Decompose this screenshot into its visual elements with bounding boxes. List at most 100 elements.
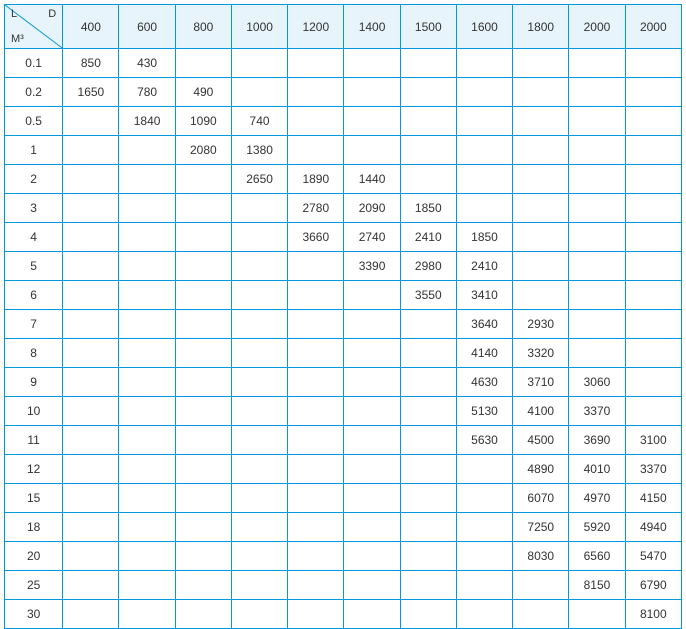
- corner-header: L D M³: [5, 5, 63, 49]
- table-cell: 1380: [231, 136, 287, 165]
- table-cell: [231, 513, 287, 542]
- table-cell: [63, 136, 119, 165]
- table-cell: [175, 165, 231, 194]
- table-cell: [625, 107, 681, 136]
- table-cell: 850: [63, 49, 119, 78]
- row-header: 25: [5, 571, 63, 600]
- table-row: 2581506790: [5, 571, 682, 600]
- table-cell: [119, 281, 175, 310]
- table-cell: [63, 107, 119, 136]
- corner-label-l: L: [11, 8, 17, 20]
- table-cell: [569, 310, 625, 339]
- table-cell: [119, 513, 175, 542]
- row-header: 20: [5, 542, 63, 571]
- column-header: 800: [175, 5, 231, 49]
- table-cell: [63, 368, 119, 397]
- table-cell: [625, 78, 681, 107]
- table-cell: [456, 571, 512, 600]
- table-cell: 3640: [456, 310, 512, 339]
- table-cell: [513, 281, 569, 310]
- table-cell: [175, 339, 231, 368]
- table-cell: [119, 397, 175, 426]
- table-cell: [569, 252, 625, 281]
- table-cell: [344, 571, 400, 600]
- table-cell: 6070: [513, 484, 569, 513]
- table-cell: [288, 484, 344, 513]
- table-cell: [175, 455, 231, 484]
- table-cell: [569, 194, 625, 223]
- table-cell: [625, 281, 681, 310]
- table-cell: [400, 49, 456, 78]
- row-header: 0.5: [5, 107, 63, 136]
- table-cell: [119, 136, 175, 165]
- table-cell: [513, 194, 569, 223]
- table-cell: [119, 455, 175, 484]
- table-cell: [63, 426, 119, 455]
- table-cell: 3370: [569, 397, 625, 426]
- table-cell: [288, 136, 344, 165]
- table-cell: [400, 368, 456, 397]
- table-cell: [119, 571, 175, 600]
- table-cell: 5920: [569, 513, 625, 542]
- column-header: 1000: [231, 5, 287, 49]
- data-table: L D M³ 400600800100012001400150016001800…: [4, 4, 682, 629]
- table-cell: [513, 78, 569, 107]
- row-header: 11: [5, 426, 63, 455]
- table-cell: [456, 136, 512, 165]
- table-cell: [288, 368, 344, 397]
- table-cell: 3710: [513, 368, 569, 397]
- table-cell: 1440: [344, 165, 400, 194]
- table-cell: [513, 600, 569, 629]
- row-header: 1: [5, 136, 63, 165]
- table-cell: [625, 252, 681, 281]
- table-cell: [344, 426, 400, 455]
- table-cell: [569, 339, 625, 368]
- table-cell: 2980: [400, 252, 456, 281]
- table-cell: [400, 136, 456, 165]
- table-cell: 740: [231, 107, 287, 136]
- table-cell: [288, 426, 344, 455]
- table-cell: [119, 368, 175, 397]
- row-header: 0.1: [5, 49, 63, 78]
- table-row: 0.1850430: [5, 49, 682, 78]
- table-cell: [231, 281, 287, 310]
- row-header: 9: [5, 368, 63, 397]
- table-cell: 2090: [344, 194, 400, 223]
- table-cell: [63, 455, 119, 484]
- row-header: 5: [5, 252, 63, 281]
- table-cell: 780: [119, 78, 175, 107]
- table-row: 5339029802410: [5, 252, 682, 281]
- table-cell: [63, 281, 119, 310]
- table-cell: 4970: [569, 484, 625, 513]
- table-cell: [119, 426, 175, 455]
- table-cell: [344, 136, 400, 165]
- column-header: 2000: [625, 5, 681, 49]
- table-cell: 2930: [513, 310, 569, 339]
- row-header: 10: [5, 397, 63, 426]
- table-cell: [569, 600, 625, 629]
- table-cell: [456, 49, 512, 78]
- table-cell: 3100: [625, 426, 681, 455]
- table-cell: 3390: [344, 252, 400, 281]
- table-cell: [569, 223, 625, 252]
- row-header: 30: [5, 600, 63, 629]
- table-cell: 4010: [569, 455, 625, 484]
- table-cell: [231, 339, 287, 368]
- table-cell: [231, 49, 287, 78]
- table-cell: [63, 600, 119, 629]
- table-cell: [119, 484, 175, 513]
- table-cell: [569, 165, 625, 194]
- table-cell: [400, 455, 456, 484]
- table-cell: [344, 397, 400, 426]
- table-cell: [119, 542, 175, 571]
- table-cell: [63, 484, 119, 513]
- table-cell: [231, 600, 287, 629]
- table-cell: [456, 78, 512, 107]
- table-cell: [513, 165, 569, 194]
- table-cell: [569, 49, 625, 78]
- table-cell: [231, 397, 287, 426]
- table-cell: [456, 165, 512, 194]
- table-cell: 4140: [456, 339, 512, 368]
- table-cell: [175, 223, 231, 252]
- table-cell: [231, 571, 287, 600]
